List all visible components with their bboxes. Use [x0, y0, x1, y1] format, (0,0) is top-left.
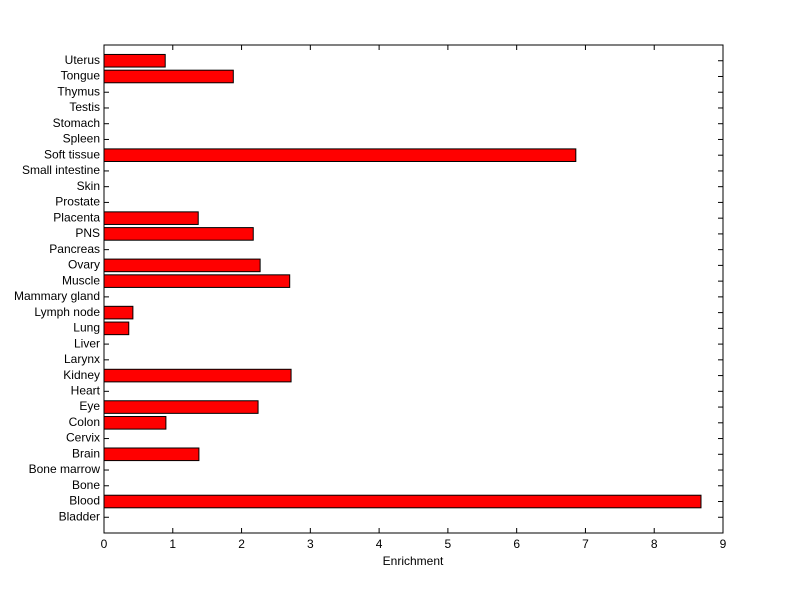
x-axis-label: Enrichment: [383, 554, 444, 568]
bar: [103, 416, 167, 430]
y-tick-label: Lymph node: [34, 305, 100, 319]
y-tick-label: Stomach: [53, 116, 100, 130]
y-tick-label: Testis: [69, 100, 100, 114]
bar: [103, 53, 166, 68]
y-tick-label: Colon: [69, 415, 100, 429]
y-tick-label: Ovary: [68, 258, 100, 272]
bar: [103, 148, 577, 162]
x-tick-label: 0: [101, 537, 108, 551]
x-tick-label: 5: [445, 537, 452, 551]
y-tick-label: Heart: [71, 383, 101, 397]
y-tick-label: Bone: [72, 478, 100, 492]
bar: [103, 69, 234, 84]
x-tick-label: 1: [169, 537, 176, 551]
y-tick-label: Skin: [77, 179, 100, 193]
y-tick-label: Liver: [74, 336, 100, 350]
bar: [103, 305, 134, 320]
y-tick-label: Blood: [69, 494, 100, 508]
y-tick-label: Brain: [72, 446, 100, 460]
x-tick-label: 4: [376, 537, 383, 551]
y-tick-label: PNS: [75, 226, 100, 240]
bar: [103, 321, 130, 336]
y-tick-label: Mammary gland: [14, 289, 100, 303]
bar: [103, 258, 261, 273]
x-tick-label: 7: [582, 537, 589, 551]
x-tick-label: 6: [513, 537, 520, 551]
y-tick-label: Larynx: [64, 352, 100, 366]
x-tick-label: 2: [238, 537, 245, 551]
y-tick-label: Bladder: [59, 509, 100, 523]
bar: [103, 368, 292, 383]
bar: [103, 227, 254, 241]
x-tick-label: 8: [651, 537, 658, 551]
bar: [103, 274, 291, 288]
y-tick-label: Lung: [73, 321, 100, 335]
y-tick-label: Soft tissue: [44, 147, 100, 161]
y-tick-label: Eye: [79, 399, 100, 413]
y-tick-label: Kidney: [63, 368, 100, 382]
plot-frame: [103, 44, 724, 534]
bar: [103, 494, 702, 509]
y-tick-label: Prostate: [55, 195, 100, 209]
y-tick-label: Cervix: [66, 431, 100, 445]
y-tick-label: Uterus: [65, 53, 100, 67]
bar: [103, 447, 200, 462]
y-tick-label: Spleen: [63, 132, 100, 146]
y-tick-label: Muscle: [62, 273, 100, 287]
y-tick-label: Bone marrow: [29, 462, 101, 476]
y-tick-label: Tongue: [61, 69, 101, 83]
y-tick-label: Thymus: [57, 84, 100, 98]
x-tick-label: 9: [720, 537, 727, 551]
y-tick-label: Pancreas: [49, 242, 100, 256]
bar: [103, 211, 199, 225]
x-tick-label: 3: [307, 537, 314, 551]
y-tick-label: Placenta: [53, 210, 100, 224]
y-tick-label: Small intestine: [22, 163, 100, 177]
bar: [103, 400, 259, 414]
